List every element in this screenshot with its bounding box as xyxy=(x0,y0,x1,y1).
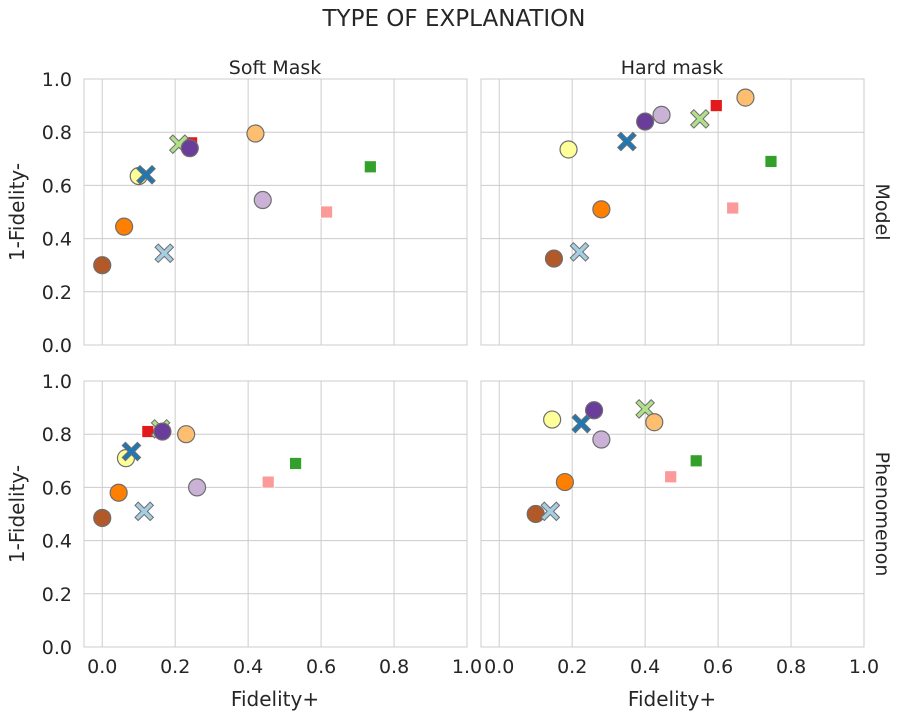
x-axis-label-left: Fidelity+ xyxy=(231,687,319,711)
y-axis-label-bottom: 1-Fidelity- xyxy=(5,465,29,563)
figure-title: TYPE OF EXPLANATION xyxy=(322,6,586,32)
data-point-square xyxy=(664,470,678,484)
y-tick-label: 1.0 xyxy=(42,371,72,393)
x-tick-label: 1.0 xyxy=(849,656,879,678)
panel-frame xyxy=(480,78,865,346)
x-tick-label: 0.0 xyxy=(87,656,117,678)
x-tick-label: 0.2 xyxy=(557,656,587,678)
data-point-circle xyxy=(636,112,655,131)
data-point-circle xyxy=(177,425,196,444)
x-axis-label-right: Fidelity+ xyxy=(628,687,716,711)
x-tick-label: 0.8 xyxy=(379,656,409,678)
data-point-cross xyxy=(616,131,637,152)
data-point-circle xyxy=(543,410,562,429)
row-title-model: Model xyxy=(871,183,893,240)
data-point-square xyxy=(289,457,302,470)
data-point-circle xyxy=(180,139,199,158)
data-point-square xyxy=(689,454,703,468)
data-point-square xyxy=(320,205,333,219)
data-point-circle xyxy=(115,217,134,236)
row-title-phenomenon: Phenomenon xyxy=(871,452,893,577)
panel-0: 0.0 0.2 0.4 0.6 0.8 1.0 xyxy=(42,69,468,357)
x-tick-label: 0.4 xyxy=(233,656,263,678)
y-tick-label: 0.4 xyxy=(42,229,72,251)
panel-frame xyxy=(83,78,468,346)
y-axis-label-top: 1-Fidelity- xyxy=(5,163,29,261)
data-point-cross xyxy=(121,441,142,462)
x-tick-label: 0.6 xyxy=(703,656,733,678)
col-title-soft-mask: Soft Mask xyxy=(229,57,321,79)
x-tick-label: 1.0 xyxy=(452,656,482,678)
data-point-circle xyxy=(559,140,578,159)
data-point-circle xyxy=(592,200,611,219)
data-points xyxy=(93,418,302,528)
data-point-circle xyxy=(153,422,172,441)
data-point-circle xyxy=(526,504,545,524)
data-point-cross xyxy=(569,241,590,262)
panel-1 xyxy=(480,78,865,346)
x-tick-label: 0.8 xyxy=(776,656,806,678)
data-point-cross xyxy=(540,501,561,522)
data-point-circle xyxy=(246,124,265,143)
data-point-cross xyxy=(136,164,156,185)
data-point-square xyxy=(709,99,723,112)
data-point-square xyxy=(764,155,778,168)
data-point-circle xyxy=(645,413,664,432)
data-point-square xyxy=(261,475,275,489)
data-point-circle xyxy=(652,105,671,125)
x-tick-label: 0.2 xyxy=(160,656,190,678)
y-tick-label: 0.0 xyxy=(42,637,72,659)
data-points xyxy=(93,124,377,275)
panel-frame xyxy=(83,380,468,648)
panel-frame xyxy=(480,380,865,648)
data-point-square xyxy=(363,160,377,174)
panel-3: 0.0 0.2 0.4 0.6 0.8 1.0 xyxy=(480,380,879,678)
data-point-cross xyxy=(134,501,155,522)
y-tick-label: 0.4 xyxy=(42,531,72,553)
data-point-cross xyxy=(154,243,175,264)
data-points xyxy=(544,88,778,268)
x-tick-label: 0.0 xyxy=(484,656,514,678)
data-point-circle xyxy=(187,478,207,497)
col-title-hard-mask: Hard mask xyxy=(621,57,724,79)
y-tick-label: 0.2 xyxy=(42,282,72,304)
x-tick-label: 0.6 xyxy=(306,656,336,678)
y-tick-label: 0.6 xyxy=(42,175,72,197)
x-tick-label: 0.4 xyxy=(630,656,660,678)
y-tick-label: 0.8 xyxy=(42,424,72,446)
data-points xyxy=(526,399,703,524)
y-tick-label: 0.8 xyxy=(42,122,72,144)
data-point-square xyxy=(726,201,740,215)
data-point-circle xyxy=(736,88,755,107)
data-point-circle xyxy=(93,256,112,275)
data-point-circle xyxy=(544,249,564,268)
data-point-circle xyxy=(93,508,112,528)
y-tick-label: 0.0 xyxy=(42,335,72,357)
data-point-circle xyxy=(555,472,574,492)
data-point-cross xyxy=(689,108,710,129)
y-tick-label: 0.6 xyxy=(42,477,72,499)
data-point-circle xyxy=(253,190,272,210)
data-point-circle xyxy=(584,401,604,420)
panel-background xyxy=(481,79,864,345)
panel-2: 0.0 0.2 0.4 0.6 0.8 1.0 0.0 0.2 0.4 0.6 0.8 1.0 xyxy=(42,371,482,678)
y-tick-label: 1.0 xyxy=(42,69,72,91)
panel-background xyxy=(84,79,467,345)
data-point-circle xyxy=(592,430,611,449)
data-point-circle xyxy=(109,483,128,502)
y-tick-label: 0.2 xyxy=(42,584,72,606)
